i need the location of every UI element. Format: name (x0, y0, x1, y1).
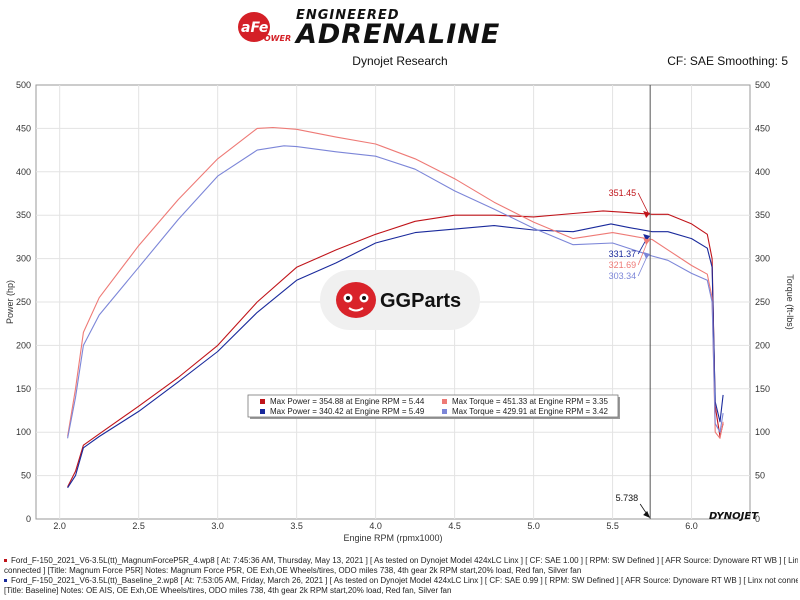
cursor-rpm-arrow (643, 511, 651, 518)
series-line-red_torque (67, 126, 724, 439)
cursor-arrow-blue_power (643, 234, 651, 241)
run1-text-a: Ford_F-150_2021_V6-3.5L(tt)_MagnumForceP… (11, 556, 798, 565)
ggparts-watermark: GGParts (320, 270, 480, 330)
run-info-line-1: Ford_F-150_2021_V6-3.5L(tt)_MagnumForceP… (4, 556, 798, 566)
y-tick-label-right: 450 (755, 123, 770, 133)
y-tick-label-right: 0 (755, 514, 760, 524)
run-info-line-4: [Title: Baseline] Notes: OE AIS, OE Exh,… (4, 586, 798, 596)
x-axis-label: Engine RPM (rpmx1000) (343, 533, 442, 543)
chart-header-title: Dynojet Research (352, 54, 448, 68)
y-tick-label-right: 350 (755, 210, 770, 220)
y-tick-label-left: 250 (16, 297, 31, 307)
series-line-red_power (67, 210, 724, 488)
legend: Max Power = 354.88 at Engine RPM = 5.44 M… (247, 394, 620, 419)
legend-text-blue_torque: Max Torque = 429.91 at Engine RPM = 3.42 (452, 407, 609, 416)
y-tick-label-right: 100 (755, 427, 770, 437)
legend-swatch-blue_power (260, 409, 265, 414)
cursor-value-red_torque: 321.69 (609, 260, 637, 270)
y-tick-label-right: 50 (755, 471, 765, 481)
logo-engineered: ENGINEERED (296, 8, 400, 23)
y-tick-label-left: 400 (16, 167, 31, 177)
x-tick-label: 5.5 (606, 521, 619, 531)
dynojet-brand: DYNOJET (709, 511, 759, 522)
x-tick-label: 3.5 (290, 521, 303, 531)
correction-factor-label: CF: SAE Smoothing: 5 (667, 54, 788, 68)
series-line-blue_power (67, 223, 724, 489)
run-info-line-2: connected ] [Title: Magnum Force P5R] No… (4, 566, 798, 576)
cursor-rpm-label: 5.738 (616, 493, 639, 503)
afe-badge-text: aFe (241, 20, 268, 36)
legend-swatch-blue_torque (442, 409, 447, 414)
cursor-value-red_power: 351.45 (609, 188, 637, 198)
legend-swatch-red_power (260, 399, 265, 404)
x-tick-label: 2.5 (132, 521, 145, 531)
series-layer (67, 126, 724, 489)
run2-text-a: Ford_F-150_2021_V6-3.5L(tt)_Baseline_2.w… (11, 576, 798, 585)
legend-text-red_torque: Max Torque = 451.33 at Engine RPM = 3.35 (452, 397, 609, 406)
series-line-blue_torque (67, 145, 724, 439)
run1-marker (4, 559, 7, 563)
cursor-arrow-blue_torque (643, 252, 651, 259)
y-axis-label-left: Power (hp) (5, 280, 15, 324)
x-tick-label: 2.0 (53, 521, 66, 531)
cursor-leader-red_power (637, 192, 649, 214)
y-tick-label-right: 300 (755, 254, 770, 264)
y-tick-label-left: 100 (16, 427, 31, 437)
y-tick-label-right: 500 (755, 80, 770, 90)
legend-swatch-red_torque (442, 399, 447, 404)
run-info-line-3: Ford_F-150_2021_V6-3.5L(tt)_Baseline_2.w… (4, 576, 798, 586)
x-tick-label: 3.0 (211, 521, 224, 531)
run2-text-b: [Title: Baseline] Notes: OE AIS, OE Exh,… (4, 586, 452, 595)
axes: 2.0 2.5 3.0 3.5 4.0 4.5 5.0 5.5 6.0 0 0 50 50 100 100 1… (5, 80, 795, 543)
legend-text-blue_power: Max Power = 340.42 at Engine RPM = 5.49 (270, 407, 425, 416)
afe-logo-badge: aFe POWER (238, 12, 291, 43)
y-tick-label-left: 350 (16, 210, 31, 220)
y-tick-label-left: 300 (16, 254, 31, 264)
cursor-value-blue_torque: 303.34 (609, 271, 637, 281)
x-tick-label: 5.0 (527, 521, 540, 531)
y-tick-label-left: 200 (16, 340, 31, 350)
y-tick-label-right: 200 (755, 340, 770, 350)
y-tick-label-left: 0 (26, 514, 31, 524)
y-tick-label-right: 150 (755, 384, 770, 394)
logo-adrenaline: ADRENALINE (296, 19, 501, 50)
afe-badge-sub: POWER (258, 34, 291, 43)
x-tick-label: 4.5 (448, 521, 461, 531)
y-tick-label-right: 250 (755, 297, 770, 307)
y-tick-label-left: 50 (21, 471, 31, 481)
legend-text-red_power: Max Power = 354.88 at Engine RPM = 5.44 (270, 397, 425, 406)
cursor-arrow-red_power (643, 211, 651, 218)
legend-box (247, 394, 619, 418)
y-tick-label-left: 450 (16, 123, 31, 133)
watermark-text: GGParts (380, 290, 461, 312)
y-tick-label-left: 500 (16, 80, 31, 90)
y-tick-label-right: 400 (755, 167, 770, 177)
run2-marker (4, 579, 7, 583)
cursor-arrow-red_torque (643, 238, 651, 245)
gg-mascot-icon (336, 282, 376, 318)
y-tick-label-left: 150 (16, 384, 31, 394)
y-axis-label-right: Torque (ft-lbs) (785, 274, 795, 330)
grid (36, 85, 750, 519)
run1-text-b: connected ] [Title: Magnum Force P5R] No… (4, 566, 582, 575)
cursor-value-blue_power: 331.37 (609, 249, 637, 259)
x-tick-label: 4.0 (369, 521, 382, 531)
x-tick-label: 6.0 (685, 521, 698, 531)
adrenaline-logo: aFe POWER ENGINEERED ADRENALINE (236, 6, 566, 50)
